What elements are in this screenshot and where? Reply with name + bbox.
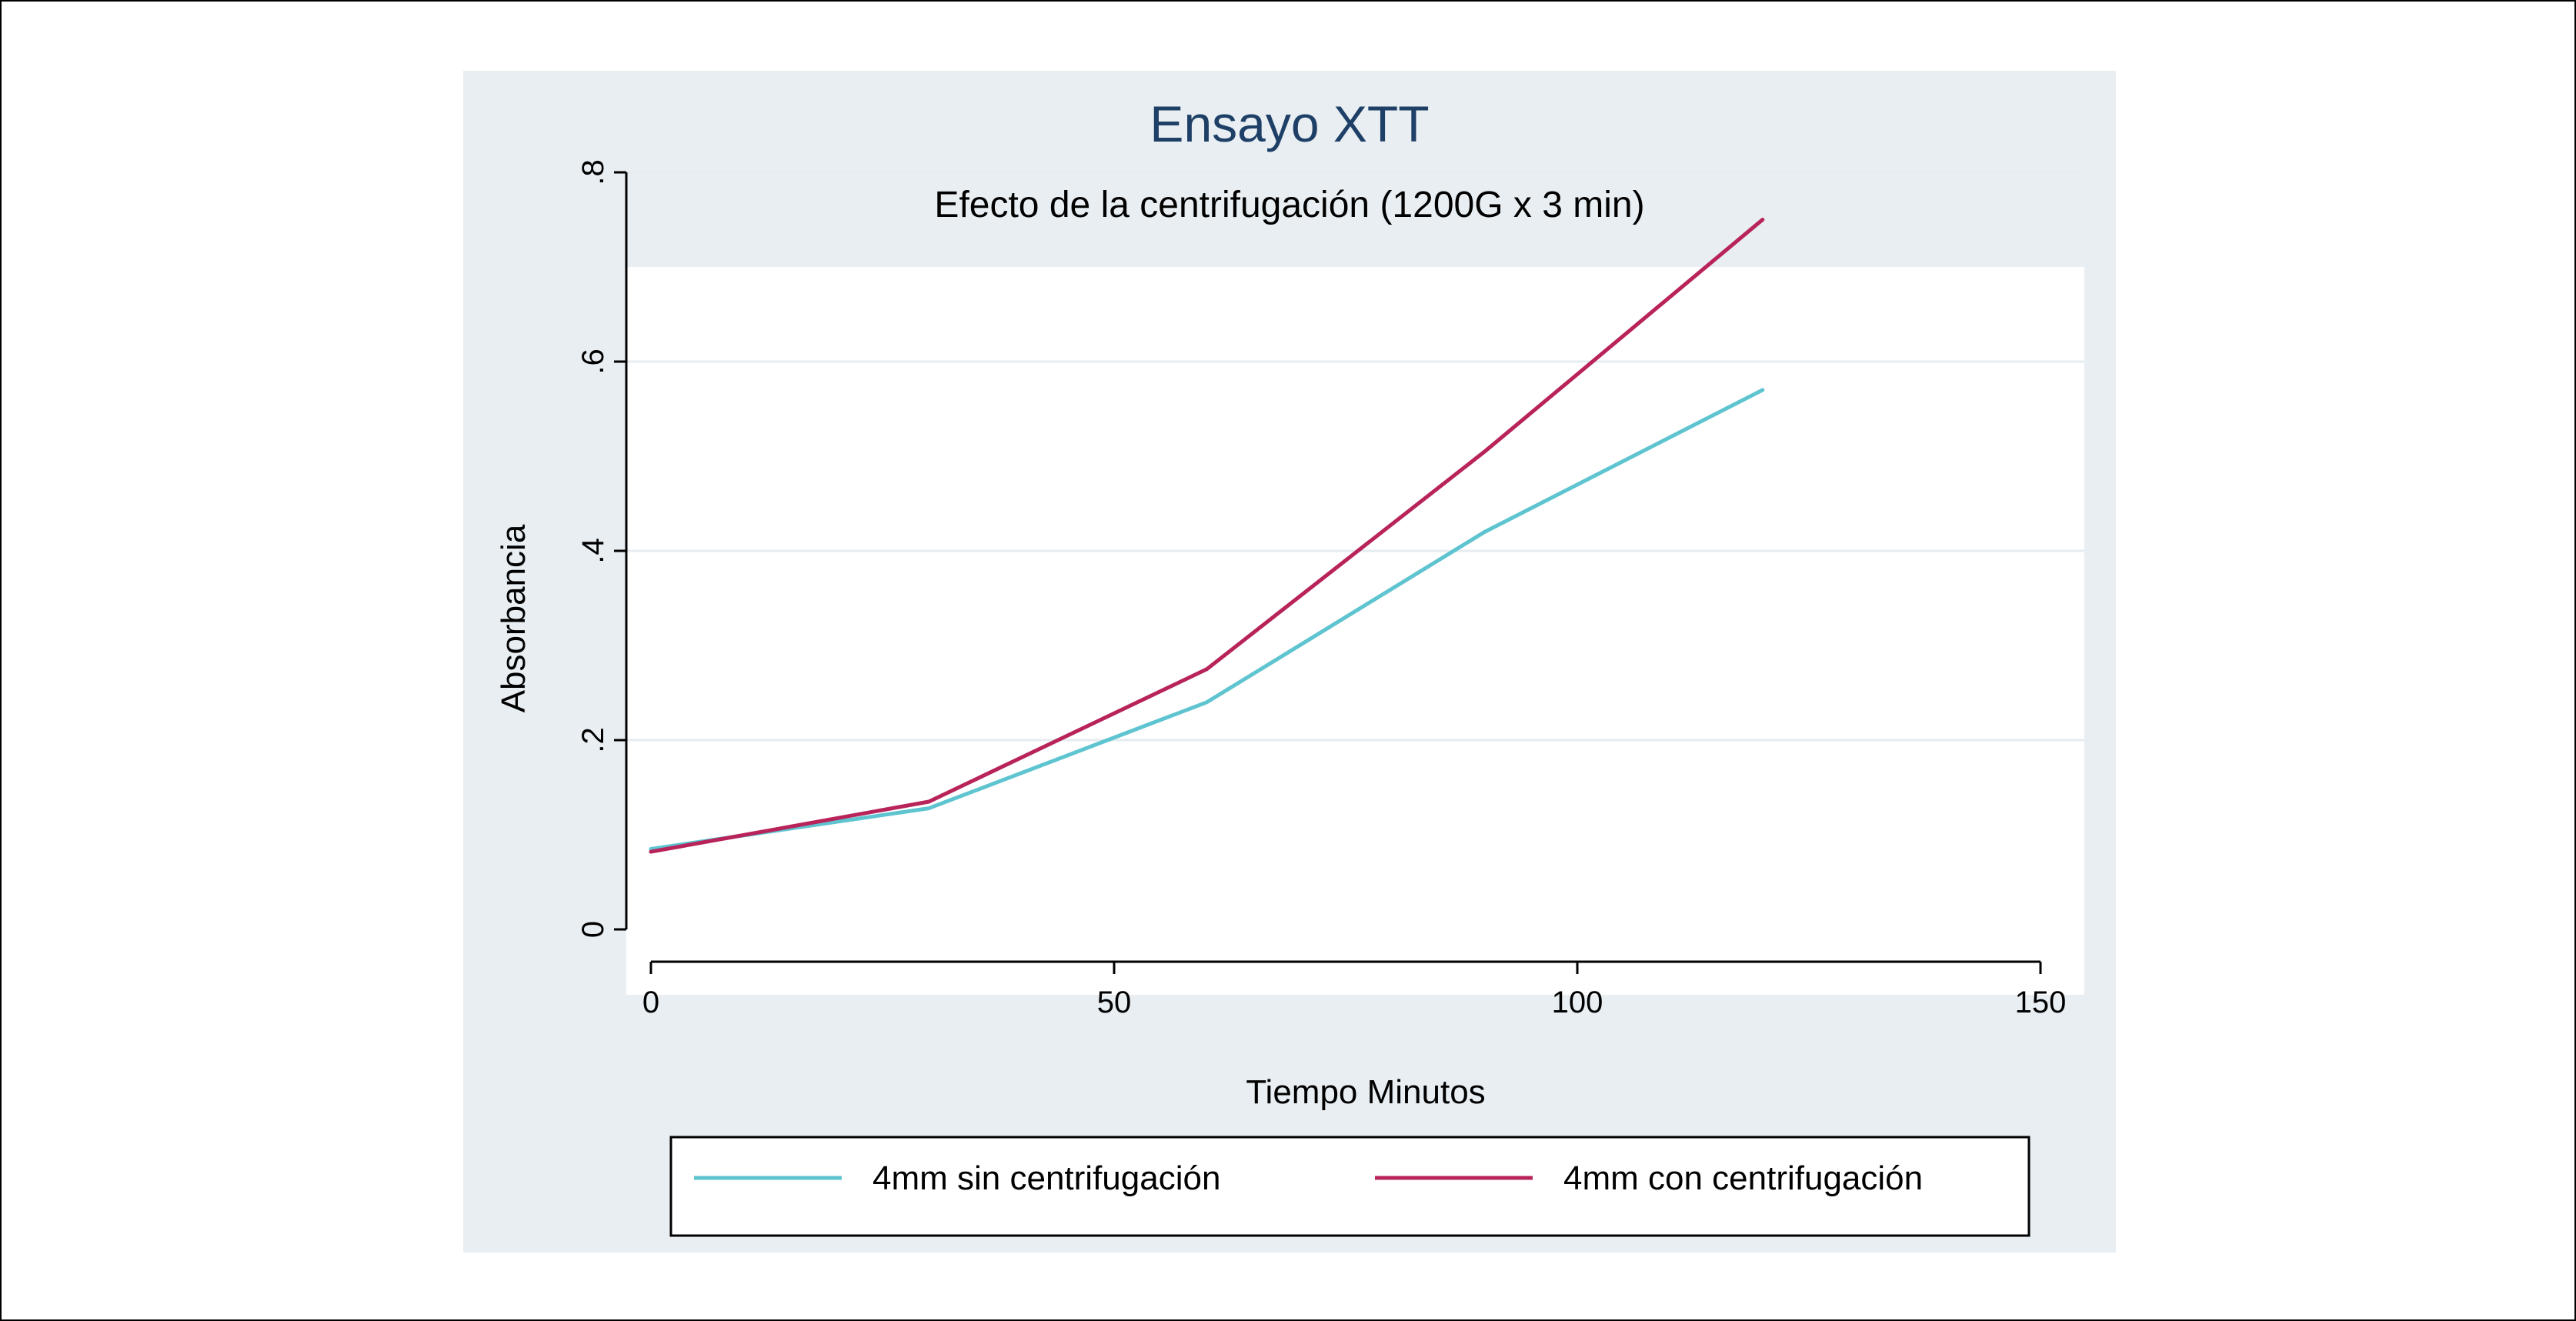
plot-area: [626, 267, 2084, 995]
y-tick-label-4: .8: [576, 159, 610, 185]
legend-label-sin: 4mm sin centrifugación: [873, 1159, 1220, 1197]
y-tick-label-2: .4: [576, 538, 610, 563]
chart-subtitle: Efecto de la centrifugación (1200G x 3 m…: [934, 185, 1644, 225]
y-axis-ticks: 0 .2 .4 .6 .8: [576, 159, 626, 938]
y-tick-label-0: 0: [576, 921, 610, 938]
series-line-1: [649, 218, 1765, 854]
x-tick-label-1: 50: [1097, 986, 1132, 1019]
x-tick-label-0: 0: [642, 986, 659, 1019]
chart-svg: Ensayo XTT Efecto de la centrifugación (…: [495, 95, 2084, 1237]
series-lines: [649, 218, 1765, 854]
series-line-0: [649, 388, 1765, 851]
x-tick-label-2: 100: [1552, 986, 1603, 1019]
y-axis-title: Absorbancia: [495, 524, 532, 712]
legend-box: [669, 1136, 2030, 1237]
chart-title: Ensayo XTT: [1150, 95, 1429, 152]
x-axis-ticks: 0 50 100 150: [642, 962, 2067, 1019]
legend: 4mm sin centrifugación 4mm con centrifug…: [669, 1136, 2030, 1237]
x-tick-label-3: 150: [2015, 986, 2067, 1019]
legend-label-con: 4mm con centrifugación: [1563, 1159, 1923, 1197]
y-tick-label-1: .2: [576, 727, 610, 752]
figure-panel: Ensayo XTT Efecto de la centrifugación (…: [463, 71, 2116, 1253]
x-axis-title: Tiempo Minutos: [1246, 1073, 1485, 1111]
gridlines: [626, 171, 2084, 742]
y-tick-label-3: .6: [576, 349, 610, 374]
